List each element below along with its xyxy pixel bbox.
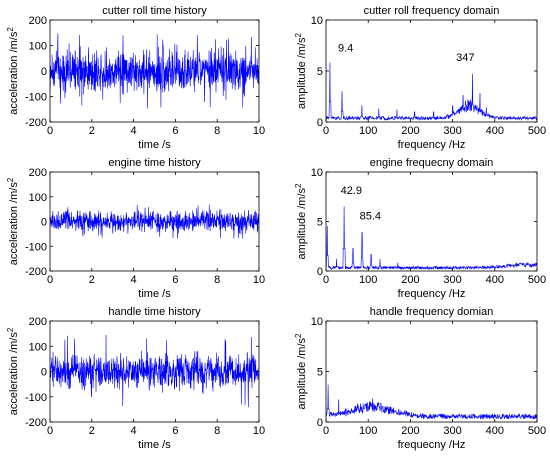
x-tick-label: 0 xyxy=(47,274,53,286)
x-tick-label: 500 xyxy=(528,125,546,137)
chart-title: engine frequecny domain xyxy=(370,157,494,169)
chart-panel-6: 0 100 200 300 400 500 0 5 10 handle frequency dom… xyxy=(294,306,547,451)
y-tick-label: 0 xyxy=(317,266,323,278)
x-tick-label: 100 xyxy=(359,125,377,137)
series-line xyxy=(326,384,537,420)
x-tick-label: 4 xyxy=(131,274,137,286)
chart-panel-3: 0 2 4 6 8 10 -200 -100 0 100 200 engine time histor… xyxy=(6,157,266,300)
y-tick-label: 10 xyxy=(311,15,323,27)
data-annotation: 42.9 xyxy=(341,185,362,197)
x-tick-label: 0 xyxy=(323,274,329,286)
x-tick-label: 300 xyxy=(443,425,461,437)
y-tick-label: 5 xyxy=(317,66,323,78)
y-tick-label: -100 xyxy=(25,92,47,104)
y-tick-label: -100 xyxy=(25,241,47,253)
y-tick-label: 100 xyxy=(29,41,47,53)
series-line xyxy=(50,33,259,109)
y-tick-label: 0 xyxy=(41,217,47,229)
x-tick-label: 8 xyxy=(214,425,220,437)
x-axis-label: frequecny /Hz xyxy=(398,439,466,451)
x-tick-label: 0 xyxy=(323,425,329,437)
x-axis-label: frequency /Hz xyxy=(398,139,466,151)
data-annotation: 9.4 xyxy=(338,43,353,55)
x-tick-label: 0 xyxy=(323,125,329,137)
y-tick-label: -100 xyxy=(25,392,47,404)
x-tick-label: 500 xyxy=(528,425,546,437)
y-tick-label: -200 xyxy=(25,266,47,278)
x-tick-label: 300 xyxy=(443,274,461,286)
x-tick-label: 100 xyxy=(359,274,377,286)
y-tick-label: -200 xyxy=(25,417,47,429)
y-tick-label: 100 xyxy=(29,192,47,204)
x-tick-label: 100 xyxy=(359,425,377,437)
y-axis-label: acceleration /m/s2 xyxy=(6,27,21,115)
y-axis-label: amplitude /m/s2 xyxy=(294,183,309,260)
x-tick-label: 400 xyxy=(486,125,504,137)
chart-title: handle frequency domian xyxy=(370,306,494,318)
plot-frame xyxy=(325,19,538,123)
x-tick-label: 6 xyxy=(172,274,178,286)
x-tick-label: 200 xyxy=(401,125,419,137)
y-tick-label: 0 xyxy=(41,367,47,379)
y-axis-label: acceleration /m/s2 xyxy=(6,327,21,415)
chart-panel-2: 0 100 200 300 400 500 0 5 10 cutter roll frequenc… xyxy=(294,5,547,151)
data-annotation: 85.4 xyxy=(360,211,381,223)
x-tick-label: 300 xyxy=(443,125,461,137)
chart-title: cutter roll time history xyxy=(102,5,207,17)
series-line xyxy=(326,62,537,121)
y-tick-label: 5 xyxy=(317,367,323,379)
x-tick-label: 200 xyxy=(401,274,419,286)
x-tick-label: 400 xyxy=(486,274,504,286)
y-tick-label: 0 xyxy=(41,66,47,78)
chart-title: engine time history xyxy=(108,157,201,169)
x-tick-label: 10 xyxy=(253,425,265,437)
x-tick-label: 8 xyxy=(214,274,220,286)
y-axis-label: amplitude /m/s2 xyxy=(294,32,309,109)
series-line xyxy=(326,206,537,271)
x-tick-label: 400 xyxy=(486,425,504,437)
x-tick-label: 0 xyxy=(47,125,53,137)
x-tick-label: 6 xyxy=(172,125,178,137)
x-axis-label: time /s xyxy=(138,439,171,451)
y-axis-label: amplitude /m/s2 xyxy=(294,333,309,410)
y-tick-label: 5 xyxy=(317,217,323,229)
y-tick-label: 10 xyxy=(311,167,323,179)
chart-panel-1: 0 2 4 6 8 10 -200 -100 0 100 200 cutter roll time h… xyxy=(6,5,266,151)
y-axis-label: acceleration /m/s2 xyxy=(6,177,21,265)
x-tick-label: 10 xyxy=(253,274,265,286)
y-tick-label: 200 xyxy=(29,316,47,328)
x-tick-label: 4 xyxy=(131,125,137,137)
y-tick-label: -200 xyxy=(25,117,47,129)
y-tick-label: 100 xyxy=(29,341,47,353)
x-tick-label: 2 xyxy=(89,274,95,286)
x-tick-label: 200 xyxy=(401,425,419,437)
chart-panel-5: 0 2 4 6 8 10 -200 -100 0 100 200 handle time histor… xyxy=(6,306,266,451)
x-tick-label: 0 xyxy=(47,425,53,437)
chart-title: handle time history xyxy=(108,306,201,318)
series-line xyxy=(50,204,259,239)
x-tick-label: 2 xyxy=(89,425,95,437)
x-axis-label: time /s xyxy=(138,139,171,151)
x-tick-label: 10 xyxy=(253,125,265,137)
series-line xyxy=(50,335,259,408)
x-axis-label: frequency /Hz xyxy=(398,288,466,300)
x-tick-label: 6 xyxy=(172,425,178,437)
y-tick-label: 0 xyxy=(317,117,323,129)
y-tick-label: 200 xyxy=(29,15,47,27)
y-tick-label: 200 xyxy=(29,167,47,179)
chart-panel-4: 0 100 200 300 400 500 0 5 10 engine frequecny dom… xyxy=(294,157,547,300)
chart-title: cutter roll frequency domain xyxy=(364,5,500,17)
y-tick-label: 0 xyxy=(317,417,323,429)
data-annotation: 347 xyxy=(456,52,474,64)
x-tick-label: 4 xyxy=(131,425,137,437)
x-tick-label: 8 xyxy=(214,125,220,137)
x-tick-label: 500 xyxy=(528,274,546,286)
x-axis-label: time /s xyxy=(138,288,171,300)
y-tick-label: 10 xyxy=(311,316,323,328)
x-tick-label: 2 xyxy=(89,125,95,137)
